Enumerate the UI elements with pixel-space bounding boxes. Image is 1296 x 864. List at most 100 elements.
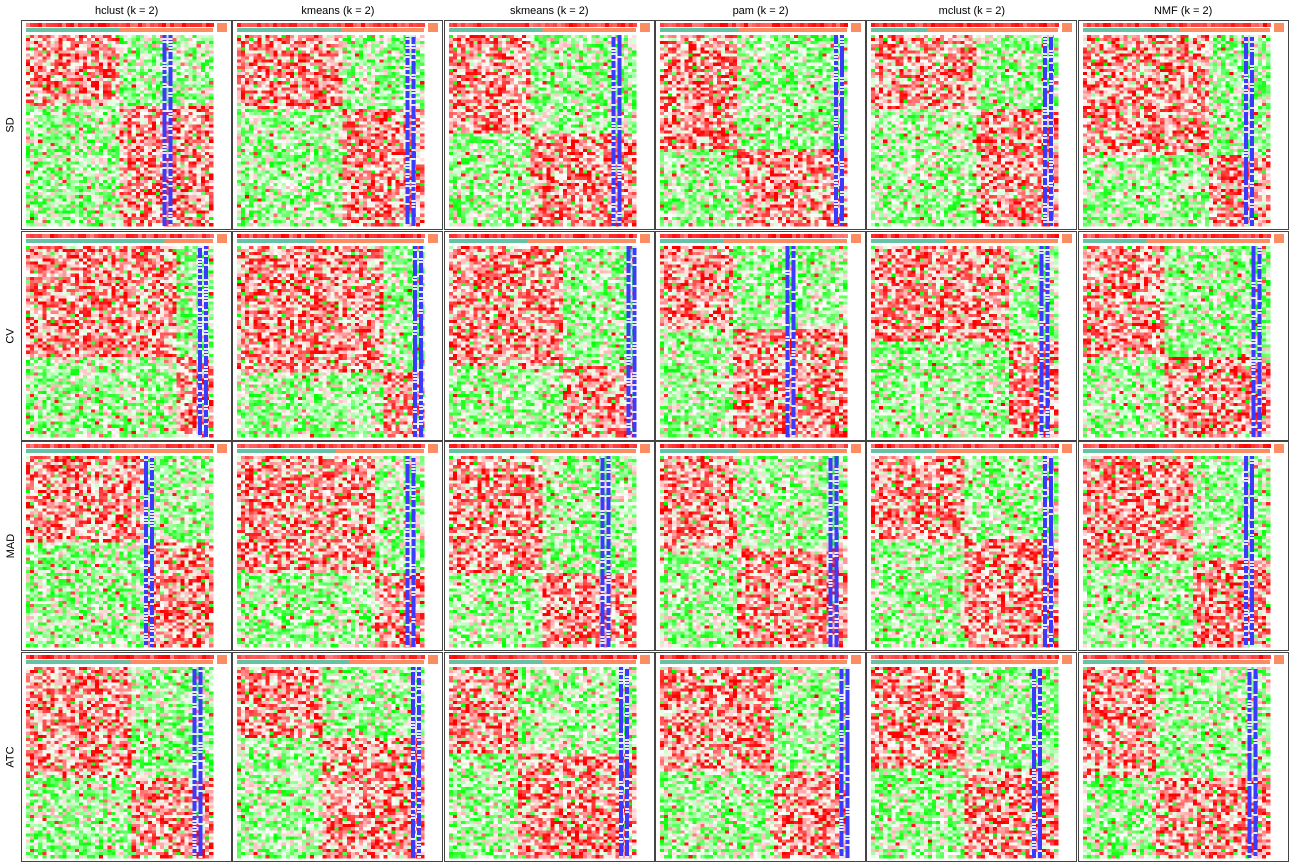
heatmap-cell	[124, 223, 128, 226]
heatmap-cell	[201, 91, 205, 94]
heatmap-cell	[266, 35, 270, 38]
heatmap-cell	[83, 41, 87, 44]
heatmap-cell	[261, 84, 265, 87]
heatmap-cell	[185, 195, 189, 198]
heatmap-cell	[416, 121, 420, 124]
heatmap-cell	[148, 204, 152, 207]
heatmap-cell	[148, 217, 152, 220]
heatmap-cell	[400, 118, 404, 121]
heatmap-cell	[172, 50, 176, 53]
heatmap-cell	[144, 35, 148, 38]
heatmap-cell	[197, 146, 201, 149]
heatmap-cell	[103, 134, 107, 137]
heatmap-cell	[335, 134, 339, 137]
heatmap-cell	[55, 168, 59, 171]
heatmap-cell	[181, 44, 185, 47]
heatmap-cell	[205, 223, 209, 226]
heatmap-cell	[42, 60, 46, 63]
heatmap-cell	[103, 127, 107, 130]
heatmap-cell	[26, 38, 30, 41]
heatmap-cell	[144, 217, 148, 220]
heatmap-cell	[209, 47, 213, 50]
heatmap-cell	[257, 158, 261, 161]
heatmap-cell	[294, 47, 298, 50]
heatmap-cell	[140, 223, 144, 226]
heatmap-cell	[359, 72, 363, 75]
heatmap-cell	[359, 60, 363, 63]
heatmap-cell	[326, 38, 330, 41]
heatmap-cell	[197, 103, 201, 106]
heatmap-cell	[152, 189, 156, 192]
heatmap-cell	[176, 143, 180, 146]
side-annotation-cell	[169, 113, 173, 115]
heatmap-cell	[120, 192, 124, 195]
heatmap-cell	[120, 72, 124, 75]
heatmap-cell	[124, 158, 128, 161]
side-annotation-cell	[163, 194, 167, 196]
heatmap-cell	[189, 115, 193, 118]
heatmap-cell	[416, 54, 420, 57]
heatmap-cell	[120, 189, 124, 192]
heatmap-cell	[34, 149, 38, 152]
heatmap-cell	[67, 134, 71, 137]
heatmap-cell	[298, 149, 302, 152]
heatmap-cell	[197, 91, 201, 94]
heatmap-cell	[59, 54, 63, 57]
heatmap-cell	[128, 152, 132, 155]
heatmap-cell	[144, 94, 148, 97]
heatmap-cell	[50, 121, 54, 124]
heatmap-cell	[99, 131, 103, 134]
heatmap-cell	[274, 140, 278, 143]
heatmap-cell	[79, 75, 83, 78]
heatmap-cell	[26, 214, 30, 217]
heatmap-cell	[136, 208, 140, 211]
heatmap-cell	[95, 115, 99, 118]
heatmap-cell	[416, 35, 420, 38]
heatmap-cell	[140, 201, 144, 204]
heatmap-cell	[63, 47, 67, 50]
heatmap-cell	[111, 186, 115, 189]
side-annotation-cell	[169, 206, 173, 208]
heatmap-cell	[63, 137, 67, 140]
heatmap-cell	[63, 211, 67, 214]
heatmap-cell	[253, 97, 257, 100]
heatmap-cell	[249, 106, 253, 109]
heatmap-cell	[286, 161, 290, 164]
heatmap-cell	[38, 143, 42, 146]
heatmap-cell	[375, 143, 379, 146]
heatmap-cell	[339, 66, 343, 69]
heatmap-cell	[363, 124, 367, 127]
heatmap-cell	[95, 50, 99, 53]
heatmap-cell	[63, 41, 67, 44]
heatmap-cell	[189, 177, 193, 180]
heatmap-cell	[339, 164, 343, 167]
heatmap-cell	[185, 69, 189, 72]
heatmap-cell	[30, 115, 34, 118]
heatmap-cell	[416, 72, 420, 75]
heatmap-cell	[103, 69, 107, 72]
heatmap-cell	[359, 38, 363, 41]
heatmap-cell	[367, 35, 371, 38]
heatmap-cell	[148, 109, 152, 112]
heatmap-cell	[115, 137, 119, 140]
heatmap-cell	[302, 35, 306, 38]
heatmap-cell	[136, 211, 140, 214]
heatmap-cell	[278, 158, 282, 161]
heatmap-cell	[282, 94, 286, 97]
heatmap-cell	[99, 41, 103, 44]
side-annotation-cell	[163, 74, 167, 76]
heatmap-cell	[209, 109, 213, 112]
heatmap-cell	[282, 164, 286, 167]
heatmap-cell	[383, 38, 387, 41]
heatmap-cell	[290, 94, 294, 97]
heatmap-cell	[95, 121, 99, 124]
heatmap-cell	[152, 100, 156, 103]
heatmap-cell	[286, 155, 290, 158]
heatmap-cell	[355, 94, 359, 97]
heatmap-cell	[326, 134, 330, 137]
heatmap-cell	[310, 75, 314, 78]
heatmap-cell	[152, 131, 156, 134]
heatmap-cell	[67, 168, 71, 171]
heatmap-cell	[193, 97, 197, 100]
heatmap-cell	[136, 171, 140, 174]
